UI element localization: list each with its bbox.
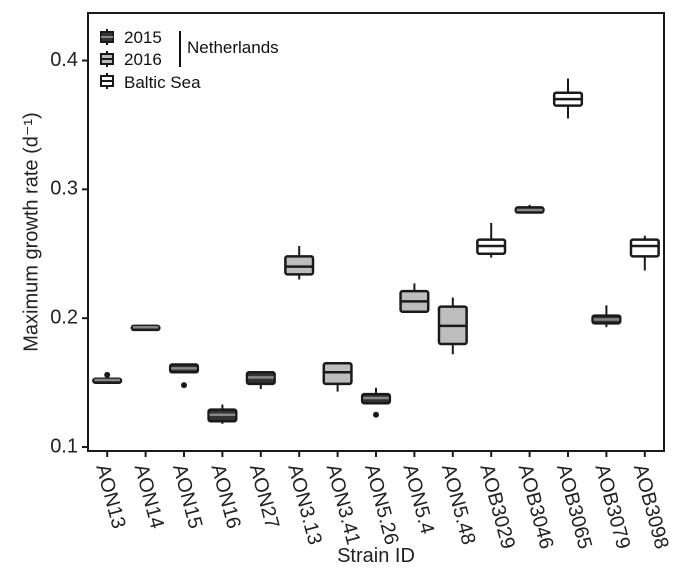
x-tick-label-14: AOB3098 [629, 462, 673, 551]
x-tick-label-3: AON16 [206, 462, 244, 531]
box-6 [322, 362, 353, 392]
x-tick-label-12: AOB3065 [552, 462, 596, 551]
legend: 2015 2016 Baltic Sea Netherlands [100, 28, 279, 92]
box-body [284, 255, 315, 276]
box-12 [552, 78, 584, 119]
box-13 [591, 305, 622, 328]
x-axis: AON13 AON14 AON15 AON16 AON27 AON3.13AON3.41A… [91, 451, 673, 551]
legend-label-2016: 2016 [124, 50, 162, 69]
x-tick-label-2: AON15 [168, 462, 206, 531]
y-axis-title: Maximum growth rate (d⁻¹) [20, 112, 42, 352]
x-tick-label-11: AOB3046 [514, 462, 558, 551]
outlier-point-0 [181, 382, 187, 389]
outlier-point-0 [104, 371, 111, 378]
box-0 [92, 371, 123, 384]
x-tick-label-4: AON27 [245, 462, 283, 531]
legend-key-2015 [100, 29, 114, 45]
x-tick-label-0: AON13 [91, 462, 129, 531]
boxes-layer [92, 78, 660, 424]
legend-label-2015: 2015 [124, 28, 162, 47]
box-4 [245, 371, 276, 390]
box-10 [476, 222, 507, 258]
x-tick-label-7: AON5.26 [360, 462, 403, 547]
y-tick-label-1: 0.2 [50, 306, 78, 328]
box-9 [437, 297, 468, 355]
box-8 [399, 283, 430, 313]
x-tick-label-1: AON14 [130, 462, 168, 531]
box-3 [207, 404, 238, 424]
outlier-point-0 [373, 411, 379, 418]
box-14 [629, 235, 660, 271]
box-2 [168, 363, 200, 389]
box-7 [360, 387, 392, 418]
legend-key-2016 [100, 51, 114, 67]
y-axis: 0.1 0.2 0.3 0.4 [50, 49, 88, 457]
legend-label-baltic-sea: Baltic Sea [124, 73, 201, 92]
x-tick-label-8: AON5.4 [398, 462, 438, 536]
x-tick-label-6: AON3.41 [322, 462, 365, 547]
box-body [629, 238, 660, 258]
box-5 [284, 246, 315, 280]
legend-group-label: Netherlands [187, 38, 279, 57]
y-tick-label-2: 0.3 [50, 178, 78, 200]
box-11 [514, 204, 545, 214]
x-tick-label-10: AOB3029 [475, 462, 519, 551]
x-axis-title: Strain ID [337, 545, 415, 567]
legend-key-baltic-sea [100, 73, 114, 89]
y-tick-label-3: 0.4 [50, 49, 78, 71]
x-tick-label-9: AON5.48 [437, 462, 480, 547]
box-1 [130, 324, 161, 332]
x-tick-label-5: AON3.13 [283, 462, 326, 547]
x-tick-label-13: AOB3079 [590, 462, 634, 551]
box-body [322, 362, 353, 386]
y-tick-label-0: 0.1 [50, 435, 78, 457]
